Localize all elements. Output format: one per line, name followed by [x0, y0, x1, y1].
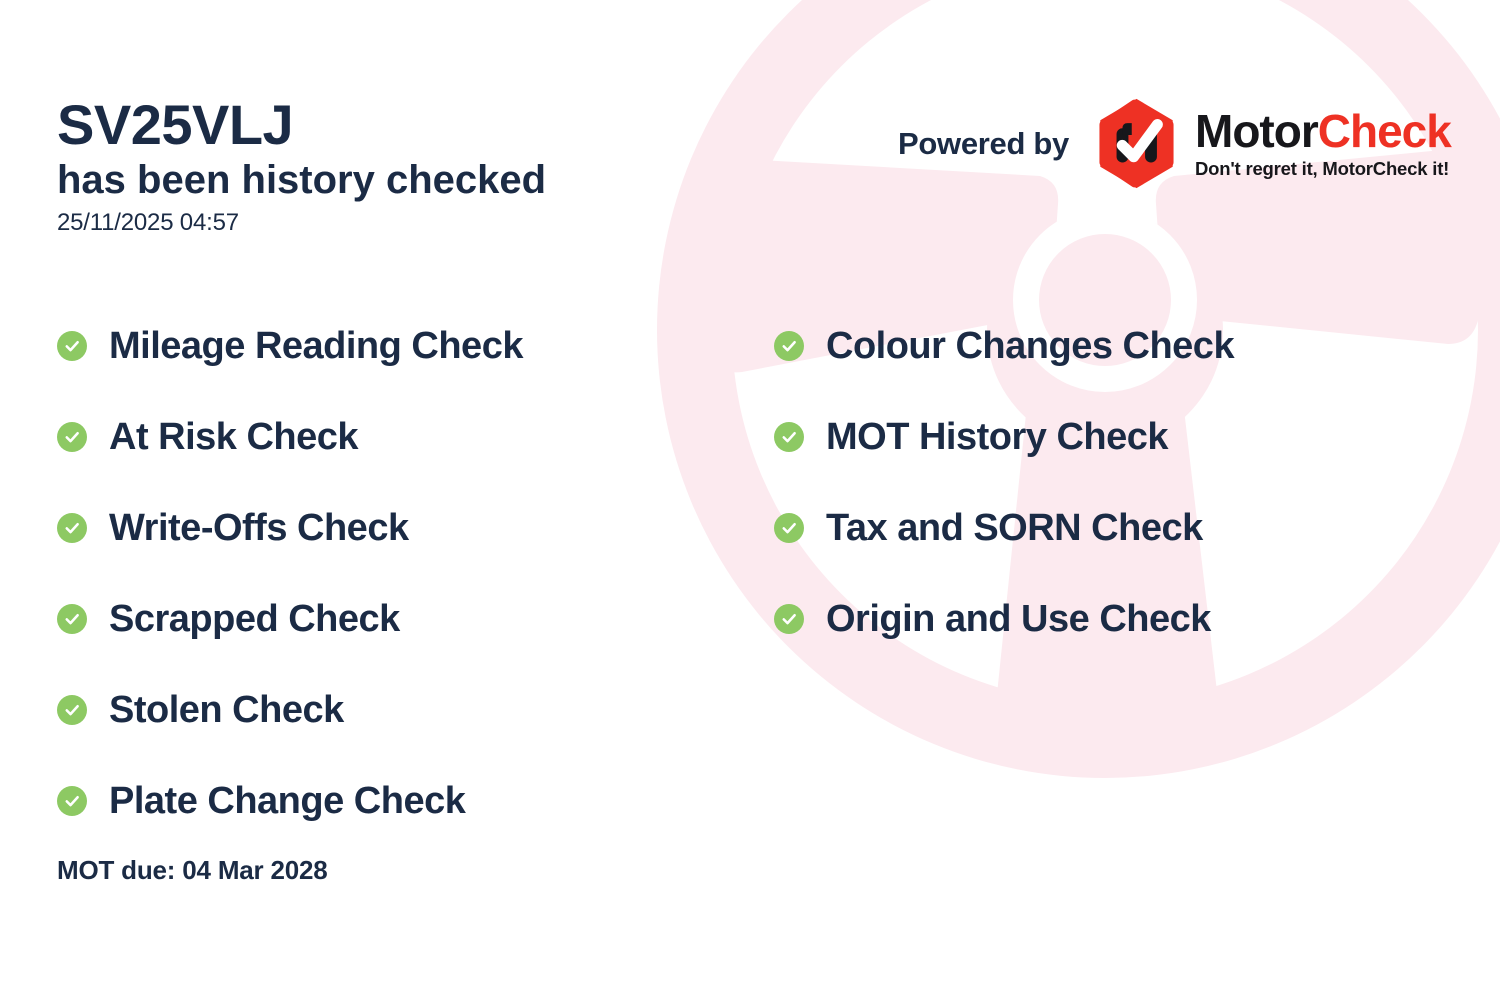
- powered-by-label: Powered by: [898, 125, 1069, 161]
- motorcheck-hexagon-icon: [1099, 98, 1174, 189]
- motorcheck-wordmark: MotorCheck: [1195, 104, 1452, 157]
- check-circle-icon: [774, 421, 804, 452]
- plate-number: SV25VLJ: [57, 93, 294, 156]
- check-item-label: Colour Changes Check: [826, 324, 1235, 367]
- check-list-right: Colour Changes Check MOT History Check T…: [774, 300, 1235, 664]
- header: SV25VLJ has been history checked 25/11/2…: [57, 96, 546, 237]
- wordmark-group: MotorCheck Don't regret it, MotorCheck i…: [1195, 104, 1452, 180]
- check-item-label: Tax and SORN Check: [826, 506, 1203, 549]
- check-item-label: Write-Offs Check: [109, 506, 409, 549]
- check-circle-icon: [57, 330, 87, 361]
- check-item: Mileage Reading Check: [57, 300, 523, 391]
- check-item-label: Mileage Reading Check: [109, 324, 523, 367]
- check-item: Tax and SORN Check: [774, 482, 1234, 573]
- check-circle-icon: [774, 603, 804, 634]
- wordmark-check: Check: [1317, 104, 1452, 157]
- page-title: has been history checked: [57, 158, 547, 203]
- mot-due-label: MOT due: 04 Mar 2028: [57, 855, 328, 885]
- check-circle-icon: [57, 785, 87, 816]
- check-list-left: Mileage Reading Check At Risk Check Writ…: [57, 300, 523, 846]
- check-item-label: Stolen Check: [109, 688, 344, 731]
- check-item: At Risk Check: [57, 391, 523, 482]
- check-circle-icon: [57, 603, 87, 634]
- motorcheck-logo: MotorCheck Don't regret it, MotorCheck i…: [1089, 96, 1452, 191]
- brand-tagline: Don't regret it, MotorCheck it!: [1195, 157, 1450, 179]
- check-item: Origin and Use Check: [774, 573, 1234, 664]
- check-item: Stolen Check: [57, 664, 523, 755]
- check-item-label: Scrapped Check: [109, 597, 400, 640]
- check-item: Plate Change Check: [57, 755, 523, 846]
- check-item: Colour Changes Check: [774, 300, 1235, 391]
- check-circle-icon: [774, 512, 804, 543]
- check-item: MOT History Check: [774, 391, 1234, 482]
- check-circle-icon: [57, 694, 87, 725]
- check-item: Scrapped Check: [57, 573, 523, 664]
- brand-lockup: Powered by MotorCheck Don't regret it, M…: [898, 96, 1452, 191]
- check-circle-icon: [57, 421, 87, 452]
- check-timestamp: 25/11/2025 04:57: [57, 209, 239, 237]
- check-circle-icon: [774, 330, 804, 361]
- check-item-label: MOT History Check: [826, 415, 1169, 458]
- check-circle-icon: [57, 512, 87, 543]
- check-item-label: Origin and Use Check: [826, 597, 1211, 640]
- check-item-label: At Risk Check: [109, 415, 359, 458]
- check-item: Write-Offs Check: [57, 482, 523, 573]
- check-item-label: Plate Change Check: [109, 779, 466, 822]
- wordmark-motor: Motor: [1195, 104, 1319, 157]
